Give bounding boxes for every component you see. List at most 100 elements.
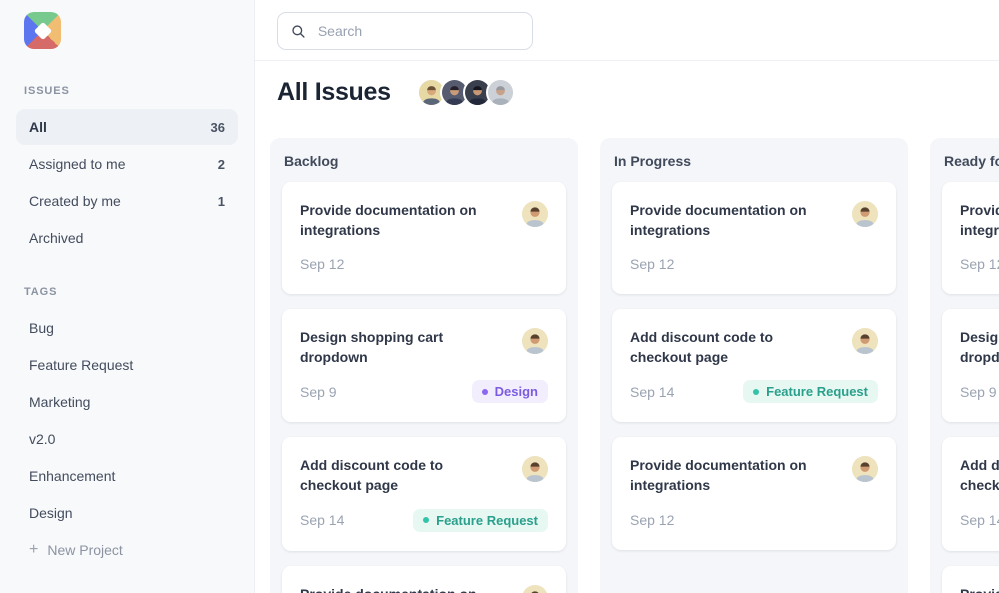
issue-title: Design shopping cart dropdown bbox=[300, 329, 444, 365]
assignee-avatar bbox=[522, 456, 548, 483]
person-silhouette bbox=[487, 79, 513, 105]
tag-dot-icon bbox=[753, 388, 760, 395]
person-silhouette bbox=[852, 456, 878, 483]
issue-date: Sep 12 bbox=[630, 256, 675, 273]
issue-card[interactable]: Add discount code to checkout page Sep 1… bbox=[612, 309, 896, 423]
column-in-progress: In Progress Provide documentation on int… bbox=[600, 138, 908, 593]
card-bottom: Sep 12 bbox=[300, 253, 548, 275]
assignee-avatar bbox=[852, 201, 878, 227]
card-top: Provide documentation on integrations bbox=[630, 201, 878, 240]
issue-card[interactable]: Provide documentation on integrations Se… bbox=[282, 565, 566, 593]
sidebar-item-v2-0[interactable]: v2.0 bbox=[16, 421, 238, 457]
main-content: All Issues Backlog Provide documentation… bbox=[255, 0, 999, 593]
issue-tag-pill: Feature Request bbox=[413, 508, 548, 532]
issue-date: Sep 12 bbox=[630, 511, 675, 528]
team-avatar-1[interactable] bbox=[416, 77, 446, 107]
issue-card[interactable]: Add discount code to checkout page Sep 1… bbox=[942, 437, 999, 551]
issue-title: Design shopping cart dropdown bbox=[960, 329, 999, 365]
sidebar-item-label: Archived bbox=[29, 230, 84, 246]
card-bottom: Sep 14 Feature Request bbox=[300, 508, 548, 532]
card-top: Add discount code to checkout page bbox=[300, 456, 548, 495]
sidebar-item-archived[interactable]: Archived bbox=[16, 220, 238, 256]
sidebar-item-label: Created by me bbox=[29, 193, 121, 209]
sidebar-section-items: Bug Feature Request Marketing v2.0 Enhan… bbox=[16, 310, 238, 531]
issue-title: Provide documentation on integrations bbox=[960, 202, 999, 238]
person-silhouette bbox=[464, 79, 490, 105]
sidebar-item-feature-request[interactable]: Feature Request bbox=[16, 347, 238, 383]
column-cards: Provide documentation on integrations Se… bbox=[942, 182, 999, 593]
card-top: Provide documentation on integrations bbox=[300, 584, 548, 593]
sidebar-item-assigned-to-me[interactable]: Assigned to me 2 bbox=[16, 146, 238, 182]
tag-dot-icon bbox=[481, 388, 488, 395]
title-row: All Issues bbox=[277, 77, 999, 107]
sidebar-section-items: All 36 Assigned to me 2 Created by me 1 … bbox=[16, 109, 238, 256]
assignee-avatar bbox=[852, 456, 878, 483]
sidebar-item-design[interactable]: Design bbox=[16, 495, 238, 531]
new-project-label: New Project bbox=[47, 542, 123, 558]
card-bottom: Sep 9 Design bbox=[960, 380, 999, 403]
tag-label: Feature Request bbox=[766, 384, 868, 400]
issue-card[interactable]: Provide documentation on integrations Se… bbox=[612, 182, 896, 295]
sidebar: ISSUES All 36 Assigned to me 2 Created b… bbox=[0, 0, 255, 593]
issue-title: Provide documentation on integrations bbox=[300, 585, 505, 593]
sidebar-item-label: Design bbox=[29, 505, 73, 521]
issue-date: Sep 14 bbox=[960, 512, 999, 529]
issue-title: Add discount code to checkout page bbox=[300, 457, 444, 493]
issue-date: Sep 14 bbox=[300, 512, 345, 529]
column-backlog: Backlog Provide documentation on integra… bbox=[270, 138, 578, 593]
card-top: Provide documentation on integrations bbox=[300, 201, 548, 240]
issue-title: Add discount code to checkout page bbox=[630, 329, 774, 365]
column-title: Backlog bbox=[284, 153, 339, 169]
sidebar-nav: ISSUES All 36 Assigned to me 2 Created b… bbox=[16, 85, 238, 531]
team-avatar-stack[interactable] bbox=[416, 77, 515, 107]
sidebar-item-created-by-me[interactable]: Created by me 1 bbox=[16, 183, 238, 219]
person-silhouette bbox=[522, 201, 548, 227]
card-bottom: Sep 12 bbox=[630, 253, 878, 275]
issue-card[interactable]: Design shopping cart dropdown Sep 9 Desi… bbox=[282, 309, 566, 423]
card-top: Add discount code to checkout page bbox=[960, 456, 999, 495]
card-top: Add discount code to checkout page bbox=[630, 328, 878, 367]
card-top: Design shopping cart dropdown bbox=[300, 328, 548, 367]
sidebar-item-label: Bug bbox=[29, 320, 54, 336]
issue-date: Sep 9 bbox=[960, 383, 997, 400]
search-icon bbox=[292, 24, 305, 38]
column-title: Ready for Review bbox=[944, 153, 999, 169]
plus-icon: + bbox=[29, 541, 39, 558]
team-avatar-4[interactable] bbox=[485, 77, 515, 107]
issue-date: Sep 12 bbox=[960, 256, 999, 273]
page-title: All Issues bbox=[277, 77, 391, 106]
person-silhouette bbox=[522, 328, 548, 355]
issue-card[interactable]: Provide documentation on integrations Se… bbox=[942, 182, 999, 295]
sidebar-section-title: ISSUES bbox=[24, 85, 70, 97]
issue-card[interactable]: Provide documentation on integrations Se… bbox=[942, 565, 999, 593]
person-silhouette bbox=[852, 328, 878, 355]
column-cards: Provide documentation on integrations Se… bbox=[612, 182, 896, 550]
sidebar-item-all[interactable]: All 36 bbox=[16, 109, 238, 145]
card-bottom: Sep 14 Feature Request bbox=[630, 380, 878, 404]
person-silhouette bbox=[522, 456, 548, 483]
issue-date: Sep 12 bbox=[300, 256, 345, 273]
search-bar[interactable] bbox=[277, 12, 533, 50]
issue-card[interactable]: Provide documentation on integrations Se… bbox=[282, 182, 566, 295]
sidebar-item-bug[interactable]: Bug bbox=[16, 310, 238, 346]
card-top: Provide documentation on integrations bbox=[630, 456, 878, 495]
sidebar-item-label: Assigned to me bbox=[29, 156, 126, 172]
issue-card[interactable]: Add discount code to checkout page Sep 1… bbox=[282, 437, 566, 551]
card-top: Provide documentation on integrations bbox=[960, 201, 999, 240]
issue-tag-pill: Design bbox=[471, 380, 548, 404]
search-input[interactable] bbox=[315, 22, 519, 40]
issue-title: Add discount code to checkout page bbox=[960, 457, 999, 493]
card-top: Design shopping cart dropdown bbox=[960, 328, 999, 367]
issue-card[interactable]: Provide documentation on integrations Se… bbox=[612, 437, 896, 550]
issue-card[interactable]: Design shopping cart dropdown Sep 9 Desi… bbox=[942, 309, 999, 423]
sidebar-section: ISSUES All 36 Assigned to me 2 Created b… bbox=[16, 85, 238, 256]
sidebar-item-enhancement[interactable]: Enhancement bbox=[16, 458, 238, 494]
tag-label: Feature Request bbox=[436, 512, 538, 528]
app-logo[interactable] bbox=[24, 12, 61, 49]
sidebar-item-label: Enhancement bbox=[29, 468, 116, 484]
new-project-button[interactable]: + New Project bbox=[16, 532, 238, 568]
sidebar-item-count: 1 bbox=[217, 193, 225, 209]
person-silhouette bbox=[852, 201, 878, 227]
sidebar-section-title: TAGS bbox=[24, 286, 58, 298]
sidebar-item-marketing[interactable]: Marketing bbox=[16, 384, 238, 420]
